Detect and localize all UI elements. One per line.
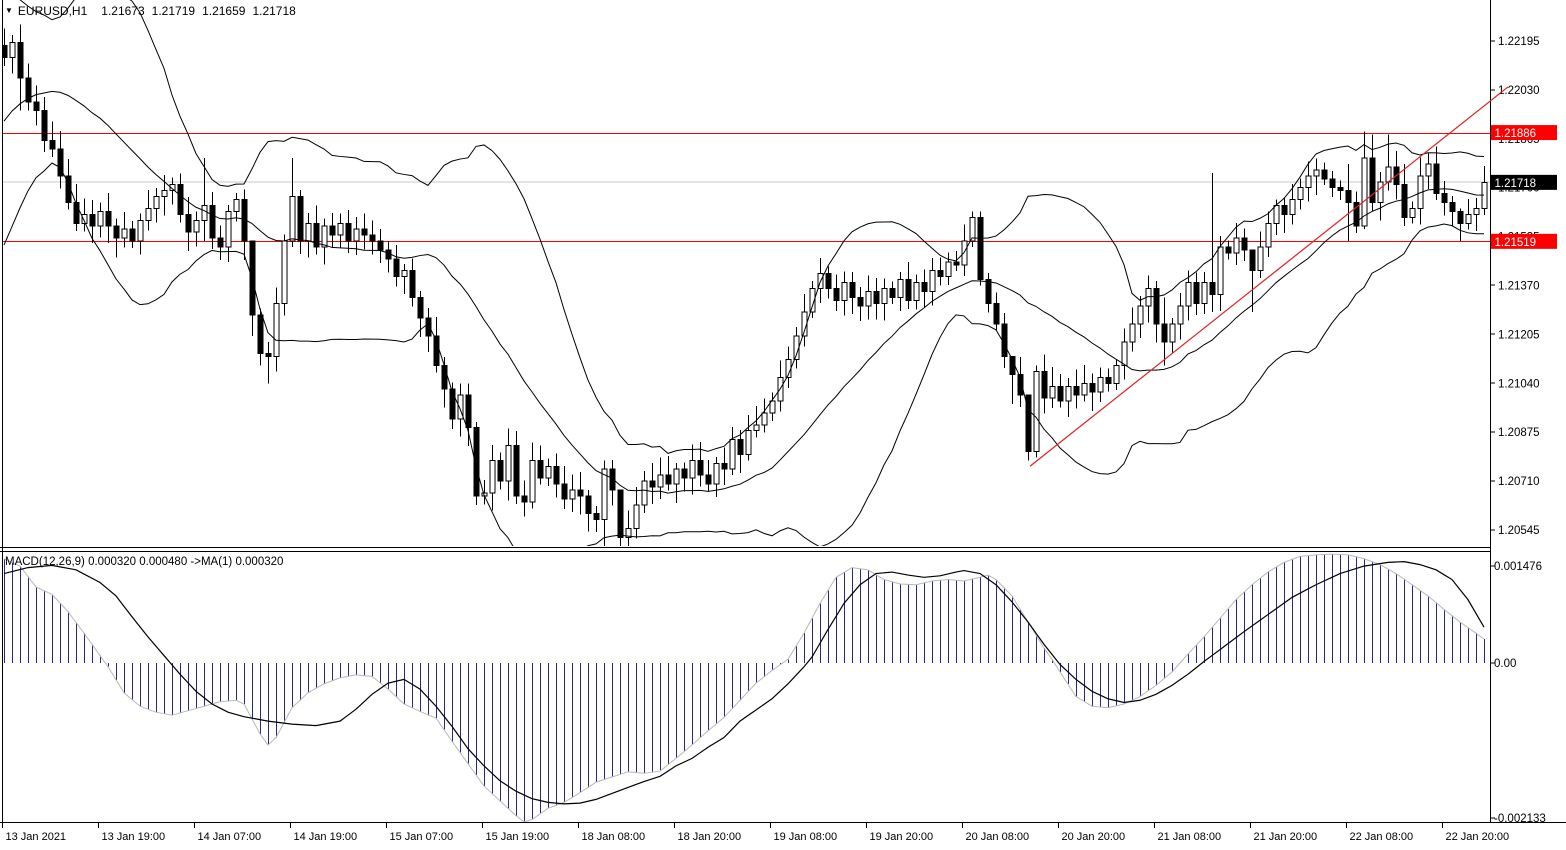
time-axis-label: 15 Jan 07:00 <box>390 831 454 843</box>
bollinger-middle-band <box>3 90 1485 494</box>
time-axis-label: 20 Jan 08:00 <box>966 831 1030 843</box>
price-axis-label: 1.21370 <box>1498 280 1540 292</box>
svg-text:1.21886: 1.21886 <box>1495 128 1537 140</box>
time-axis-label: 18 Jan 20:00 <box>678 831 742 843</box>
macd-axis[interactable]: 0.001476 0.00 -0.002133 <box>1490 561 1546 825</box>
macd-signal-line <box>3 561 1485 805</box>
time-axis-label: 15 Jan 19:00 <box>486 831 550 843</box>
price-axis-label: 1.20545 <box>1498 525 1540 537</box>
time-axis-label: 13 Jan 2021 <box>6 831 67 843</box>
macd-panel[interactable] <box>3 553 1485 822</box>
candlesticks <box>2 24 1488 546</box>
main-price-panel[interactable] <box>2 0 1490 568</box>
time-axis-label: 20 Jan 20:00 <box>1062 831 1126 843</box>
time-axis-label: 14 Jan 07:00 <box>198 831 262 843</box>
time-axis-label: 18 Jan 08:00 <box>582 831 646 843</box>
price-axis-label: 1.21040 <box>1498 378 1540 390</box>
trendline[interactable] <box>1029 86 1509 467</box>
svg-text:1.21519: 1.21519 <box>1495 237 1537 249</box>
svg-text:1.21718: 1.21718 <box>1495 178 1537 190</box>
macd-axis-label: 0.001476 <box>1494 561 1542 573</box>
time-axis-label: 13 Jan 19:00 <box>102 831 166 843</box>
time-axis-label: 21 Jan 20:00 <box>1254 831 1318 843</box>
price-axis[interactable]: 1.221951.220301.218651.217001.215351.213… <box>1490 36 1540 537</box>
price-badge-support: 1.21519 <box>1491 233 1557 249</box>
time-axis[interactable]: 13 Jan 2021 13 Jan 19:00 14 Jan 07:00 14 Ja… <box>2 822 1510 844</box>
price-axis-label: 1.21205 <box>1498 329 1540 341</box>
time-axis-label: 22 Jan 08:00 <box>1350 831 1414 843</box>
price-axis-label: 1.22030 <box>1498 85 1540 97</box>
price-axis-label: 1.22195 <box>1498 36 1540 48</box>
price-axis-label: 1.20875 <box>1498 427 1540 439</box>
time-axis-label: 19 Jan 08:00 <box>774 831 838 843</box>
macd-histogram <box>4 554 1485 822</box>
time-axis-label: 21 Jan 08:00 <box>1158 831 1222 843</box>
time-axis-label: 22 Jan 20:00 <box>1446 831 1510 843</box>
price-badge-current-price: 1.21718 <box>1491 174 1557 190</box>
bollinger-upper-band <box>19 0 1485 454</box>
macd-axis-label: 0.00 <box>1494 658 1516 670</box>
macd-axis-label: -0.002133 <box>1494 813 1546 825</box>
price-axis-label: 1.20710 <box>1498 476 1540 488</box>
bollinger-lower-band <box>3 162 1485 546</box>
price-badge-resistance: 1.21886 <box>1491 125 1557 141</box>
time-axis-label: 19 Jan 20:00 <box>870 831 934 843</box>
time-axis-label: 14 Jan 19:00 <box>294 831 358 843</box>
bollinger-bands <box>3 0 1485 546</box>
macd-line <box>3 553 1485 822</box>
